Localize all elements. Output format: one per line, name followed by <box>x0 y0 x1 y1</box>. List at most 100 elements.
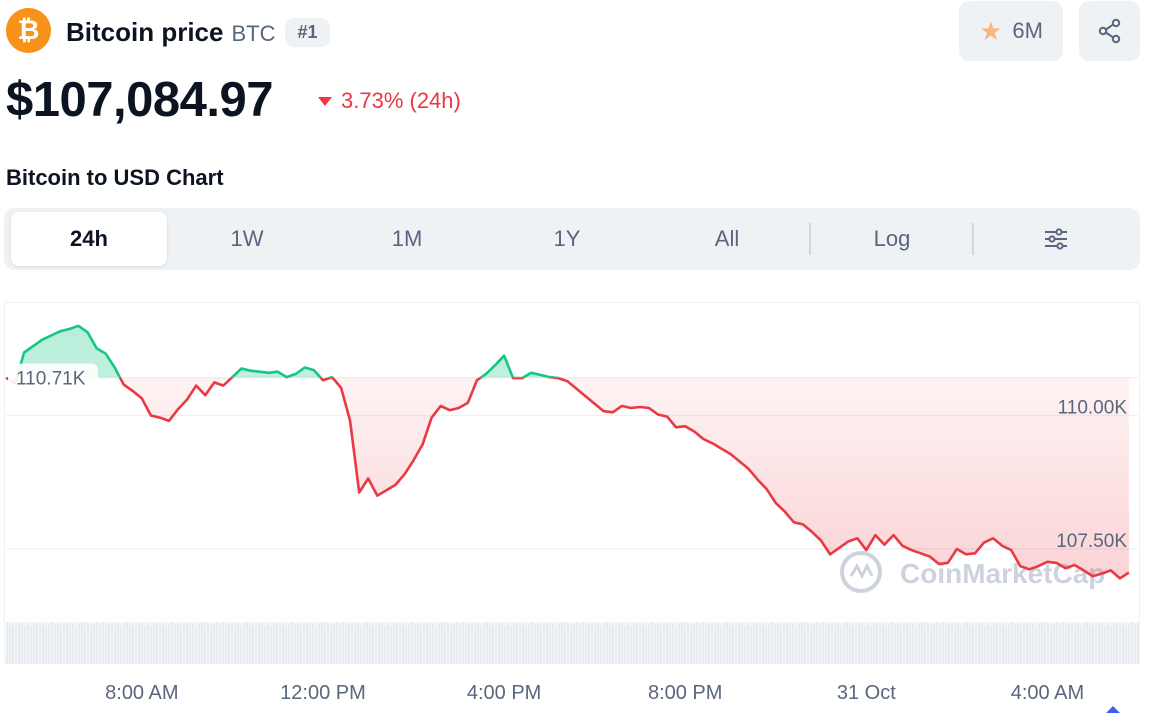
open-price-label: 110.71K <box>16 369 86 390</box>
volume-bar <box>738 624 740 664</box>
volume-bar <box>375 626 377 664</box>
volume-bar <box>117 623 119 664</box>
volume-bar <box>768 624 770 664</box>
volume-bar <box>513 624 515 664</box>
volume-bar <box>1062 623 1064 664</box>
price-change-value: 3.73% (24h) <box>341 88 461 113</box>
volume-bar <box>210 626 212 664</box>
volume-bar <box>984 625 986 664</box>
volume-bar <box>1074 625 1076 664</box>
volume-bar <box>522 623 524 664</box>
volume-bar <box>354 625 356 664</box>
chart-settings-button[interactable] <box>976 212 1136 266</box>
volume-bar <box>519 625 521 664</box>
volume-bar <box>1071 622 1073 664</box>
volume-bar <box>363 624 365 664</box>
volume-bar <box>1059 625 1061 664</box>
volume-bar <box>534 625 536 664</box>
volume-bar <box>588 624 590 664</box>
volume-bar <box>900 626 902 664</box>
volume-bar <box>297 623 299 664</box>
scroll-indicator-icon <box>1106 706 1120 713</box>
volume-bar <box>486 622 488 664</box>
volume-bar <box>528 624 530 664</box>
volume-bar <box>1032 623 1034 664</box>
volume-bar <box>930 626 932 664</box>
volume-bar <box>1092 623 1094 664</box>
volume-bar <box>414 625 416 664</box>
volume-bar <box>1077 623 1079 664</box>
volume-bar <box>840 626 842 664</box>
volume-bar <box>189 625 191 664</box>
tab-all[interactable]: All <box>714 226 740 251</box>
volume-bar <box>1023 624 1025 664</box>
volume-bar <box>624 625 626 664</box>
volume-bar <box>162 623 164 664</box>
tab-1y[interactable]: 1Y <box>553 226 581 251</box>
log-toggle[interactable]: Log <box>873 226 911 251</box>
volume-bar <box>192 623 194 664</box>
star-icon: ★ <box>979 15 1003 46</box>
volume-bar <box>696 622 698 664</box>
volume-bar <box>1065 626 1067 664</box>
volume-bar <box>186 622 188 664</box>
volume-bar <box>291 622 293 664</box>
volume-bar <box>273 624 275 664</box>
volume-bar <box>576 622 578 664</box>
volume-bar <box>105 626 107 664</box>
volume-bar <box>468 624 470 664</box>
volume-bar <box>384 625 386 664</box>
volume-bar <box>234 625 236 664</box>
volume-bar <box>708 624 710 664</box>
volume-bar <box>306 622 308 664</box>
volume-bar <box>636 622 638 664</box>
volume-bar <box>720 626 722 664</box>
volume-bar <box>858 624 860 664</box>
volume-bar <box>18 624 20 664</box>
volume-bar <box>975 626 977 664</box>
volume-bar <box>381 622 383 664</box>
volume-bar <box>879 625 881 664</box>
volume-bar <box>1029 625 1031 664</box>
volume-bar <box>1026 622 1028 664</box>
volume-bar <box>594 625 596 664</box>
volume-bar <box>489 625 491 664</box>
volume-bar <box>465 626 467 664</box>
share-button[interactable] <box>1079 1 1140 61</box>
volume-bar <box>138 624 140 664</box>
coin-title: Bitcoin price BTC #1 <box>66 12 330 52</box>
volume-bar <box>1035 626 1037 664</box>
volume-bar <box>954 625 956 664</box>
volume-bar <box>972 623 974 664</box>
volume-bar <box>93 624 95 664</box>
volume-bar <box>1086 622 1088 664</box>
volume-bar <box>102 623 104 664</box>
volume-bar <box>156 622 158 664</box>
volume-bar <box>462 623 464 664</box>
volume-bar <box>423 624 425 664</box>
volume-bar <box>945 626 947 664</box>
volume-bar <box>366 622 368 664</box>
volume-bar <box>936 622 938 664</box>
tab-24h[interactable]: 24h <box>11 212 167 266</box>
tab-1m[interactable]: 1M <box>391 226 423 251</box>
volume-bar <box>282 623 284 664</box>
volume-bar <box>780 626 782 664</box>
volume-bar <box>417 623 419 664</box>
volume-bar <box>180 626 182 664</box>
volume-bar <box>48 624 50 664</box>
volume-bar <box>1005 626 1007 664</box>
volume-bar <box>816 622 818 664</box>
volume-bar <box>450 626 452 664</box>
volume-bar <box>789 625 791 664</box>
volume-bar <box>426 622 428 664</box>
watchlist-button[interactable]: ★ 6M <box>959 1 1063 61</box>
volume-bar <box>981 622 983 664</box>
volume-bar <box>390 626 392 664</box>
volume-bar <box>894 625 896 664</box>
volume-bar <box>75 626 77 664</box>
volume-bar <box>246 622 248 664</box>
volume-bar <box>456 622 458 664</box>
tab-1w[interactable]: 1W <box>230 226 264 251</box>
